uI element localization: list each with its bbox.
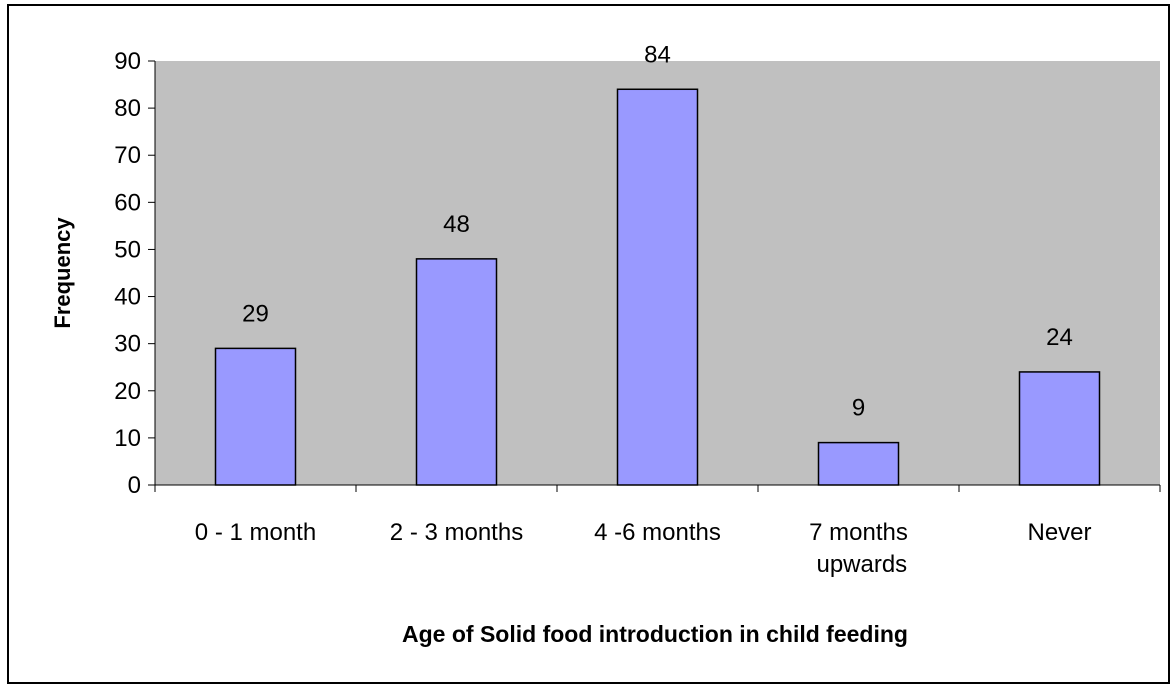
y-tick-label: 70 — [114, 142, 141, 169]
data-label: 48 — [443, 211, 470, 238]
y-tick-label: 30 — [114, 331, 141, 358]
x-tick-label: 4 -6 months — [594, 519, 721, 546]
y-tick-label: 90 — [114, 48, 141, 75]
y-tick-label: 0 — [128, 472, 141, 499]
y-tick-label: 40 — [114, 284, 141, 311]
bar — [1018, 371, 1101, 486]
y-tick-label: 10 — [114, 425, 141, 452]
data-label: 9 — [852, 395, 865, 422]
bar — [817, 441, 900, 486]
y-tick-label: 50 — [114, 236, 141, 263]
y-axis-label: Frequency — [50, 217, 75, 329]
x-tick-label: 0 - 1 month — [195, 519, 316, 546]
x-tick-label: 2 - 3 months — [390, 519, 523, 546]
y-tick-label: 60 — [114, 189, 141, 216]
bar — [616, 88, 699, 486]
y-tick-label: 80 — [114, 95, 141, 122]
x-tick-label: Never — [1027, 519, 1091, 546]
data-label: 29 — [242, 300, 269, 327]
data-label: 24 — [1046, 324, 1073, 351]
data-label: 84 — [644, 41, 671, 68]
bar — [214, 347, 297, 486]
y-tick-label: 20 — [114, 378, 141, 405]
x-tick-label: 7 months upwards — [809, 519, 908, 578]
bar — [415, 258, 498, 486]
x-axis-label: Age of Solid food introduction in child … — [402, 621, 908, 647]
